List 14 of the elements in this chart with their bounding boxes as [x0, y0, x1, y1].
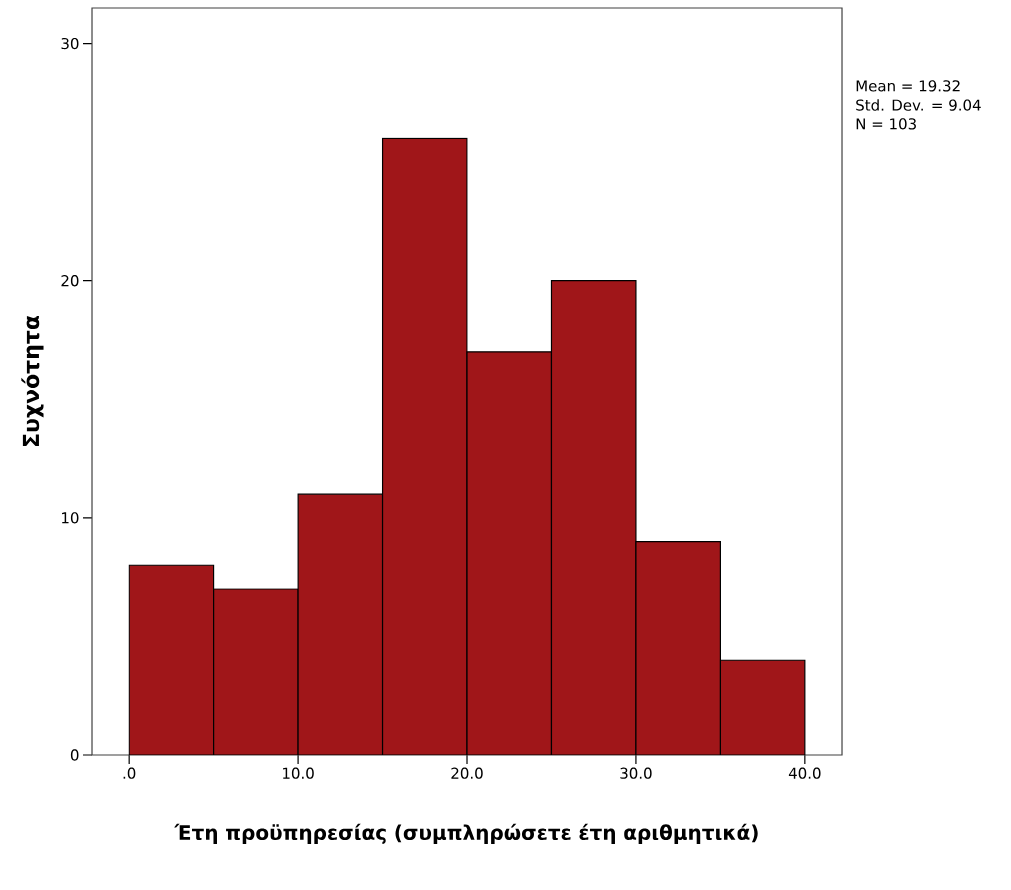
x-tick-label: 20.0	[451, 767, 483, 779]
x-tick-label: .0	[123, 767, 136, 779]
y-tick-label: 30	[61, 37, 79, 50]
x-tick-label: 10.0	[283, 767, 314, 779]
y-tick-label: 20	[61, 275, 79, 287]
x-tick-label: 40.0	[788, 767, 821, 779]
y-tick-label: 0	[70, 749, 79, 761]
y-tick-label: 10	[62, 512, 79, 524]
x-tick-label: 30.0	[620, 767, 652, 779]
text: Mean = 19.32	[856, 80, 960, 92]
x-axis-title: Έτη προϋπηρεσίας (συμπληρώσετε έτη αριθμητικά)	[174, 823, 758, 844]
text: Std. Dev. = 9.04	[856, 99, 981, 111]
y-axis-title: Συχνότητα	[21, 315, 44, 446]
text: N = 103	[856, 118, 916, 130]
